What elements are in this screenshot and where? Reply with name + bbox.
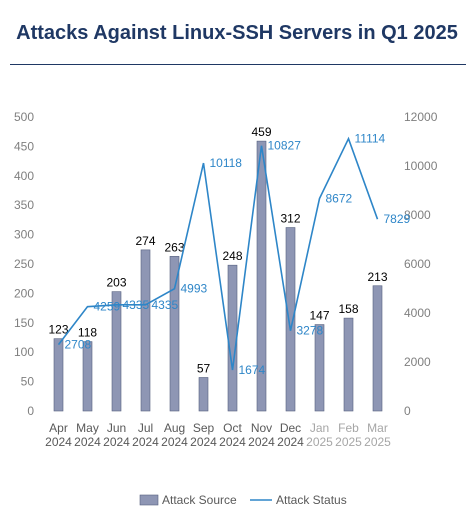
x-tick-label: 2024 [190, 435, 217, 449]
y-left-tick-label: 500 [14, 110, 34, 124]
bar-value-label: 213 [367, 270, 387, 284]
bar-attack-source [227, 264, 238, 412]
line-attack-status [57, 136, 379, 371]
x-tick-label: 2024 [132, 435, 159, 449]
bar-attack-source [314, 324, 325, 412]
bar-value-label: 158 [338, 302, 358, 316]
legend-swatch-attack-source [139, 494, 159, 506]
line-value-label: 4335 [152, 298, 179, 312]
x-tick-label: 2025 [335, 435, 362, 449]
bar-attack-source [198, 377, 209, 412]
line-value-label: 10118 [210, 156, 243, 170]
x-tick-label: Jan [310, 421, 329, 435]
title-divider [10, 64, 466, 65]
y-left-tick-label: 150 [14, 316, 34, 330]
y-right-tick-label: 10000 [404, 159, 438, 173]
bar-attack-source [82, 341, 93, 412]
line-value-label: 11114 [355, 132, 386, 146]
y-left-tick-label: 350 [14, 198, 34, 212]
line-value-label: 2708 [65, 338, 92, 352]
line-value-label: 1674 [239, 363, 266, 377]
bar-attack-source [111, 291, 122, 412]
bar-value-label: 123 [48, 323, 68, 337]
x-tick-label: Oct [223, 421, 242, 435]
x-tick-label: 2024 [277, 435, 304, 449]
x-tick-label: 2024 [161, 435, 188, 449]
bar-attack-source [256, 140, 267, 412]
x-tick-label: 2024 [248, 435, 275, 449]
x-tick-label: May [76, 421, 99, 435]
x-tick-label: Sep [193, 421, 215, 435]
chart-title: Attacks Against Linux-SSH Servers in Q1 … [16, 22, 458, 44]
y-left-tick-label: 0 [27, 404, 34, 418]
x-tick-label: 2025 [306, 435, 333, 449]
bar-attack-source [372, 285, 383, 412]
y-left-tick-label: 250 [14, 257, 34, 271]
y-right-tick-label: 6000 [404, 257, 431, 271]
y-right-tick-label: 0 [404, 404, 411, 418]
legend-label-attack-source: Attack Source [162, 493, 237, 507]
line-value-label: 8672 [326, 192, 353, 206]
bar-value-label: 57 [197, 361, 211, 375]
bar-value-label: 147 [309, 309, 329, 323]
bar-attack-source [53, 338, 64, 412]
bar-value-label: 263 [164, 240, 184, 254]
bar-attack-source [285, 227, 296, 412]
y-right-tick-label: 2000 [404, 355, 431, 369]
line-value-label: 7829 [384, 212, 411, 226]
line-value-label: 4259 [94, 300, 121, 314]
bar-attack-source [343, 317, 354, 412]
y-left-tick-label: 300 [14, 228, 34, 242]
x-tick-label: 2024 [74, 435, 101, 449]
bar-value-label: 203 [106, 276, 126, 290]
bar-value-label: 274 [135, 234, 155, 248]
x-tick-label: Mar [367, 421, 388, 435]
x-tick-label: Feb [338, 421, 359, 435]
x-tick-label: Nov [251, 421, 272, 435]
y-left-tick-label: 400 [14, 169, 34, 183]
line-value-label: 4993 [181, 282, 208, 296]
legend-label-attack-status: Attack Status [276, 493, 347, 507]
x-tick-label: 2025 [364, 435, 391, 449]
x-tick-label: 2024 [45, 435, 72, 449]
y-right-tick-label: 4000 [404, 306, 431, 320]
y-left-tick-label: 100 [14, 345, 34, 359]
x-tick-label: Dec [280, 421, 301, 435]
bar-value-label: 248 [222, 249, 242, 263]
line-value-label: 3278 [297, 324, 324, 338]
y-right-tick-label: 8000 [404, 208, 431, 222]
y-left-tick-label: 450 [14, 139, 34, 153]
x-tick-label: Aug [164, 421, 185, 435]
bar-value-label: 312 [280, 212, 300, 226]
bar-value-label: 118 [78, 326, 97, 340]
x-tick-label: 2024 [219, 435, 246, 449]
bar-attack-source [140, 249, 151, 412]
x-tick-label: Jul [138, 421, 153, 435]
x-tick-label: Apr [49, 421, 68, 435]
line-value-label: 4335 [123, 298, 150, 312]
y-left-tick-label: 200 [14, 286, 34, 300]
bar-attack-source [169, 256, 180, 412]
y-left-tick-label: 50 [21, 375, 35, 389]
x-tick-label: Jun [107, 421, 126, 435]
y-right-tick-label: 12000 [404, 110, 438, 124]
line-value-label: 10827 [268, 139, 302, 153]
bar-value-label: 459 [251, 125, 271, 139]
x-tick-label: 2024 [103, 435, 130, 449]
